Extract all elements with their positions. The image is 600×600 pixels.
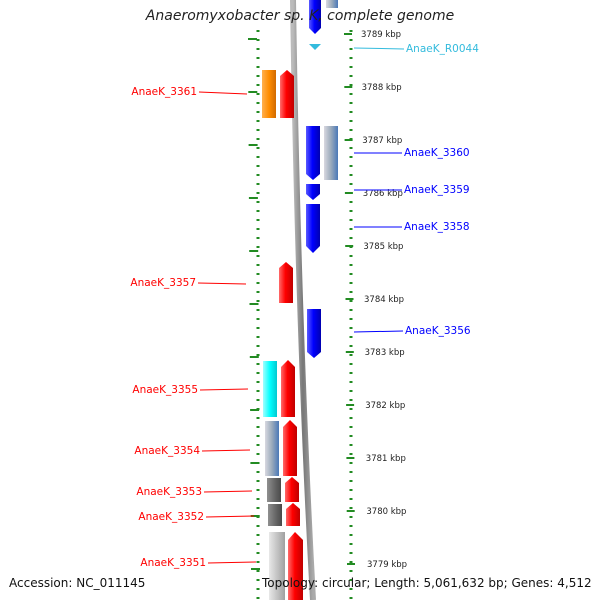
gene-label-anaek-3361[interactable]: AnaeK_3361 (131, 86, 197, 98)
gene-label-anaek-3359[interactable]: AnaeK_3359 (404, 184, 470, 196)
ruler-tick-label: 3786 kbp (363, 189, 403, 199)
gene-feature-anaek-3355[interactable] (281, 360, 295, 417)
ruler-ticks (248, 33, 355, 570)
gene-label-anaek-3360[interactable]: AnaeK_3360 (404, 147, 470, 159)
gene-feature-top-b[interactable] (326, 0, 338, 8)
ruler-tick-labels: 3789 kbp 3788 kbp 3787 kbp 3786 kbp 3785 kbp… (361, 30, 407, 570)
ruler-tick-label: 3781 kbp (366, 454, 406, 464)
gene-feature-anaek-3358[interactable] (306, 204, 320, 253)
gene-feature-anaek-3351-partner[interactable] (269, 532, 285, 600)
label-leaders (197, 47, 405, 564)
ruler-tick-label: 3784 kbp (364, 295, 404, 305)
ruler-tick-label: 3789 kbp (361, 30, 401, 40)
gene-feature-anaek-3353-partner[interactable] (267, 478, 281, 502)
gene-label-anaek-3356[interactable]: AnaeK_3356 (405, 325, 471, 337)
gene-feature-anaek-3360-partner[interactable] (324, 126, 338, 180)
ruler-tick-label: 3780 kbp (366, 507, 406, 517)
ruler-tick-label: 3782 kbp (365, 401, 405, 411)
gene-features (262, 0, 338, 600)
leader-anaek-3351 (207, 561, 257, 564)
leader-anaek-3353 (203, 490, 253, 493)
gene-feature-anaek-3353[interactable] (285, 477, 299, 502)
accession-text: Accession: NC_011145 (9, 576, 146, 590)
gene-label-anaek-r0044[interactable]: AnaeK_R0044 (406, 43, 479, 55)
gene-label-anaek-3354[interactable]: AnaeK_3354 (134, 445, 200, 457)
genome-backbone (290, 0, 316, 600)
ruler-tick-label: 3788 kbp (362, 83, 402, 93)
gene-feature-anaek-r0044[interactable] (309, 44, 321, 50)
gene-feature-anaek-3354-partner[interactable] (265, 421, 279, 476)
gene-label-anaek-3352[interactable]: AnaeK_3352 (138, 511, 204, 523)
gene-feature-anaek-3361-partner[interactable] (262, 70, 276, 118)
gene-feature-anaek-3357[interactable] (279, 262, 293, 303)
gene-label-anaek-3357[interactable]: AnaeK_3357 (130, 277, 196, 289)
leader-anaek-3356 (353, 330, 404, 333)
leader-anaek-r0044 (353, 47, 405, 50)
gene-label-anaek-3355[interactable]: AnaeK_3355 (132, 384, 198, 396)
leader-anaek-3354 (201, 449, 251, 452)
gene-feature-anaek-3361[interactable] (280, 70, 294, 118)
leader-anaek-3355 (199, 388, 249, 391)
gene-feature-anaek-3356[interactable] (307, 309, 321, 358)
gene-feature-anaek-3360[interactable] (306, 126, 320, 180)
gene-label-anaek-3358[interactable]: AnaeK_3358 (404, 221, 470, 233)
ruler-tick-label: 3779 kbp (367, 560, 407, 570)
gene-label-anaek-3351[interactable]: AnaeK_3351 (140, 557, 206, 569)
gene-labels: AnaeK_R0044 AnaeK_3361 AnaeK_3360 AnaeK_… (130, 43, 479, 569)
leader-anaek-3352 (205, 515, 255, 518)
gene-feature-anaek-3351[interactable] (288, 532, 303, 600)
leader-anaek-3361 (198, 91, 248, 95)
ruler-tick-label: 3787 kbp (362, 136, 402, 146)
gene-feature-anaek-3355-partner[interactable] (263, 361, 277, 417)
map-title: Anaeromyxobacter sp. K, complete genome (145, 8, 455, 24)
ruler-tick-label: 3783 kbp (365, 348, 405, 358)
ruler: 3789 kbp 3788 kbp 3787 kbp 3786 kbp 3785 kbp… (248, 30, 407, 600)
ruler-tick-label: 3785 kbp (363, 242, 403, 252)
gene-feature-anaek-3352-partner[interactable] (268, 504, 282, 526)
gene-feature-anaek-3359[interactable] (306, 184, 320, 200)
gene-feature-anaek-3354[interactable] (283, 420, 297, 476)
leader-anaek-3357 (197, 282, 247, 285)
gene-label-anaek-3353[interactable]: AnaeK_3353 (136, 486, 202, 498)
gene-feature-anaek-3352[interactable] (286, 503, 300, 526)
topology-text: Topology: circular; Length: 5,061,632 bp… (262, 576, 592, 590)
gene-feature-top[interactable] (309, 0, 321, 34)
